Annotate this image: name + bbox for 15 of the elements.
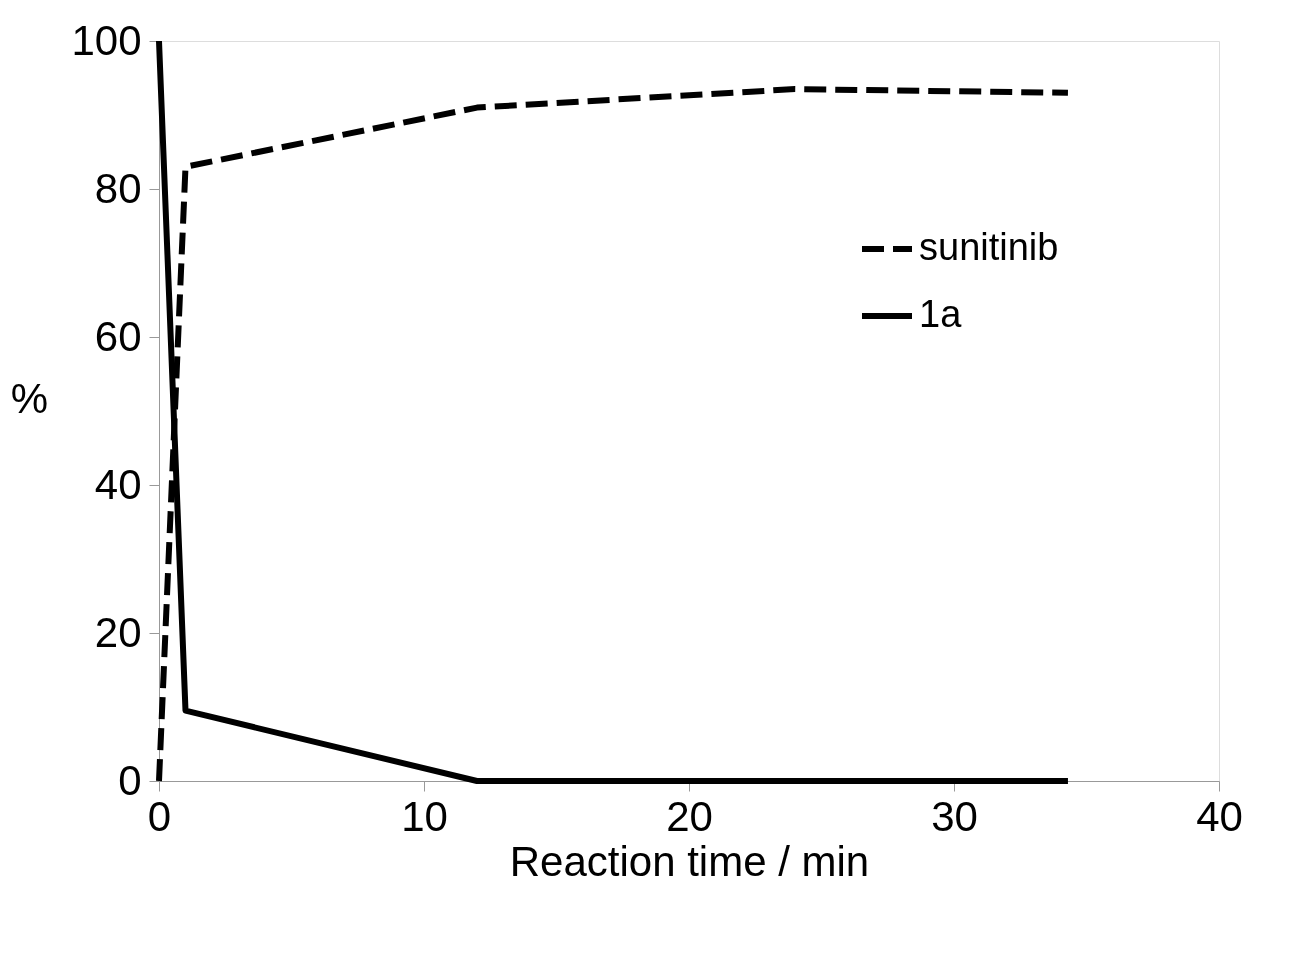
y-tick-label: 20 — [94, 608, 142, 656]
x-tick-label: 20 — [666, 792, 713, 840]
x-tick-label: 0 — [147, 792, 172, 840]
legend-label: sunitinib — [919, 226, 1059, 268]
y-tick-label: 40 — [94, 460, 142, 508]
y-tick-label: 60 — [94, 312, 142, 360]
x-tick-label: 30 — [931, 792, 978, 840]
y-tick-label: 100 — [71, 16, 142, 64]
x-tick-label: 40 — [1196, 792, 1243, 840]
y-tick-label: 80 — [94, 164, 142, 212]
x-tick-label: 10 — [401, 792, 448, 840]
y-tick-label: 0 — [118, 756, 142, 804]
legend-label: 1a — [919, 293, 963, 335]
x-axis-title: Reaction time / min — [509, 837, 870, 885]
y-axis-title: % — [10, 374, 49, 422]
